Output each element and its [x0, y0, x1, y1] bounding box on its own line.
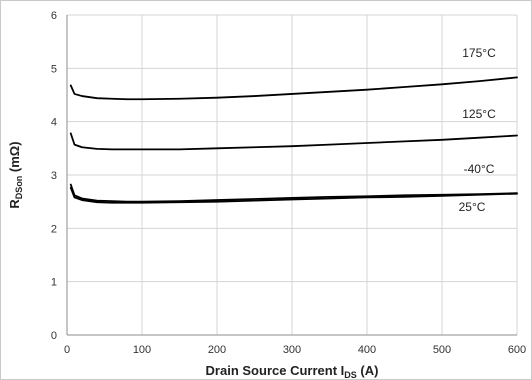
series-labels: 175°C 125°C -40°C 25°C — [459, 46, 496, 214]
y-tick-label-4: 4 — [51, 117, 57, 129]
series-label-3: 25°C — [459, 200, 486, 214]
series-line-1 — [69, 132, 518, 151]
x-axis-label: Drain Source Current IDS (A) — [206, 363, 379, 380]
grid — [66, 14, 518, 336]
y-tick-label-5: 5 — [51, 63, 57, 75]
x-tick-label-100: 100 — [133, 344, 151, 356]
x-tick-label-300: 300 — [283, 344, 301, 356]
series-label-1: 125°C — [462, 107, 496, 121]
y-axis-label-subscript: DSon — [14, 176, 24, 200]
x-tick-label-500: 500 — [433, 344, 451, 356]
x-tick-label-600: 600 — [508, 344, 526, 356]
series — [69, 76, 518, 204]
x-tick-label-200: 200 — [208, 344, 226, 356]
y-tick-label-6: 6 — [51, 10, 57, 22]
series-line-2 — [69, 183, 518, 203]
y-axis-label-suffix: (mΩ) — [7, 141, 22, 175]
y-tick-label-3: 3 — [51, 170, 57, 182]
y-tick-label-1: 1 — [51, 277, 57, 289]
x-axis-label-suffix: (A) — [357, 363, 379, 378]
x-axis-label-main: Drain Source Current I — [206, 363, 345, 378]
series-label-2: -40°C — [464, 162, 495, 176]
series-label-0: 175°C — [462, 46, 496, 60]
y-tick-label-2: 2 — [51, 223, 57, 235]
y-axis-label-main: R — [7, 199, 22, 209]
axes — [66, 15, 517, 336]
series-line-0 — [69, 76, 518, 101]
series-line-3 — [69, 186, 518, 204]
x-axis-label-subscript: DS — [344, 370, 357, 380]
tick-labels: 0 100 200 300 400 500 600 0 1 2 3 4 5 6 — [51, 10, 526, 356]
y-axis-label: RDSon (mΩ) — [7, 141, 24, 208]
x-tick-label-400: 400 — [358, 344, 376, 356]
y-tick-label-0: 0 — [51, 330, 57, 342]
x-tick-label-0: 0 — [64, 344, 70, 356]
